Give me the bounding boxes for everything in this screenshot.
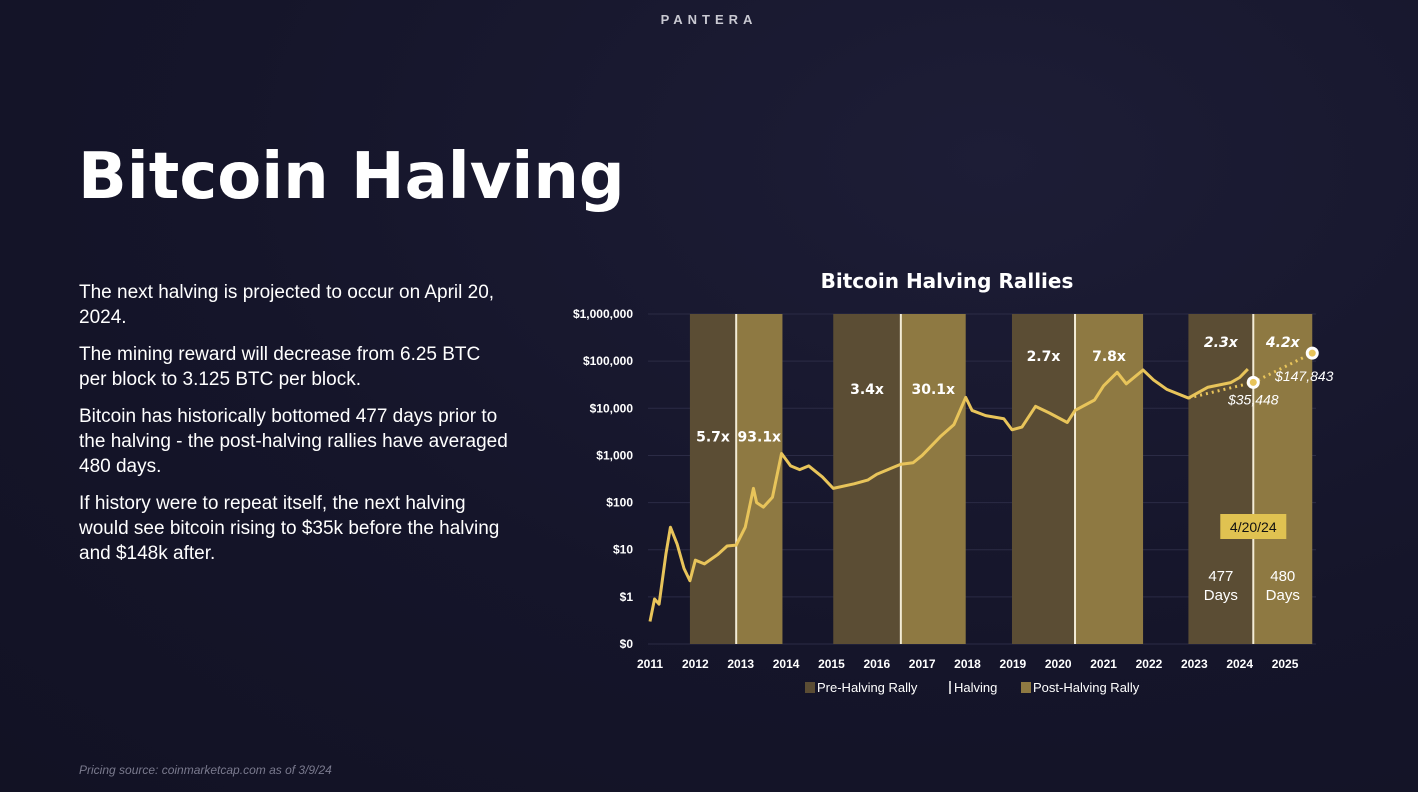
days-label: Days [1266, 587, 1300, 604]
paragraph: The next halving is projected to occur o… [79, 282, 495, 328]
x-tick-label: 2024 [1226, 657, 1253, 671]
pre-rally-multiple: 2.7x [1027, 349, 1061, 365]
projected-price-label: $35,448 [1227, 391, 1279, 407]
x-tick-label: 2019 [1000, 657, 1027, 671]
post-halving-band [900, 314, 966, 644]
post-rally-multiple: 30.1x [911, 382, 955, 398]
post-rally-multiple: 4.2x [1265, 335, 1301, 351]
x-tick-label: 2018 [954, 657, 981, 671]
price-line [648, 368, 1249, 622]
x-tick-label: 2014 [773, 657, 800, 671]
slide-title: Bitcoin Halving [78, 140, 625, 214]
legend-pre-label: Pre-Halving Rally [817, 680, 918, 695]
slide-body: The next halving is projected to occur o… [79, 280, 509, 578]
x-tick-label: 2013 [727, 657, 754, 671]
projection-point [1246, 375, 1260, 389]
x-tick-label: 2015 [818, 657, 845, 671]
halving-date: 4/20/24 [1230, 519, 1277, 535]
pantera-logo: PANTERA [660, 12, 758, 27]
paragraph: Bitcoin has historically bottomed 477 da… [79, 406, 508, 477]
y-tick-label: $1 [620, 590, 634, 604]
y-tick-label: $100 [606, 496, 633, 510]
y-tick-label: $1,000,000 [573, 307, 633, 321]
y-tick-label: $10,000 [590, 401, 634, 415]
y-tick-label: $1,000 [596, 448, 633, 462]
y-tick-label: $0 [620, 637, 634, 651]
y-tick-label: $100,000 [583, 354, 633, 368]
x-tick-label: 2025 [1272, 657, 1299, 671]
x-tick-label: 2017 [909, 657, 936, 671]
post-rally-multiple: 7.8x [1092, 349, 1126, 365]
x-tick-label: 2012 [682, 657, 709, 671]
legend-post-label: Post-Halving Rally [1033, 680, 1140, 695]
post-halving-band [1253, 314, 1313, 644]
pre-rally-multiple: 5.7x [696, 429, 730, 445]
x-tick-label: 2021 [1090, 657, 1117, 671]
post-rally-multiple: 93.1x [738, 429, 782, 445]
pre-halving-band [689, 314, 737, 644]
x-tick-label: 2020 [1045, 657, 1072, 671]
x-tick-label: 2016 [863, 657, 890, 671]
y-tick-label: $10 [613, 543, 633, 557]
x-tick-label: 2011 [637, 657, 663, 671]
pricing-source: Pricing source: coinmarketcap.com as of … [79, 763, 332, 777]
x-tick-label: 2022 [1136, 657, 1163, 671]
projection-point [1305, 346, 1319, 360]
projected-price-label: $147,843 [1274, 368, 1334, 384]
pre-halving-band [1188, 314, 1254, 644]
legend-post-swatch [1021, 682, 1031, 693]
pre-rally-multiple: 2.3x [1204, 335, 1239, 351]
x-tick-label: 2023 [1181, 657, 1208, 671]
post-halving-band [1075, 314, 1144, 644]
pre-days-count: 477 [1208, 568, 1233, 585]
paragraph: If history were to repeat itself, the ne… [79, 493, 500, 564]
halving-date-box [1220, 514, 1287, 539]
paragraph: The mining reward will decrease from 6.2… [79, 344, 481, 390]
legend-pre-swatch [805, 682, 815, 693]
days-label: Days [1204, 587, 1238, 604]
chart-title: Bitcoin Halving Rallies [821, 269, 1074, 293]
pre-halving-band [1011, 314, 1076, 644]
post-days-count: 480 [1270, 568, 1295, 585]
pre-rally-multiple: 3.4x [850, 382, 884, 398]
legend-halving-label: Halving [954, 680, 997, 695]
